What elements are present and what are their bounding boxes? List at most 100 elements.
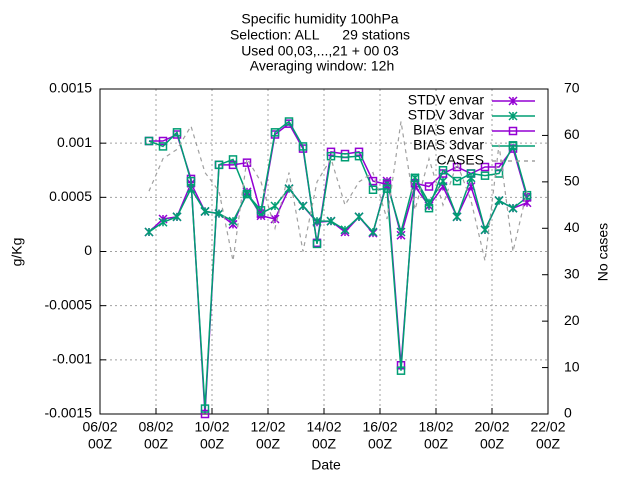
legend-label: STDV 3dvar <box>408 107 485 123</box>
marker <box>214 160 224 170</box>
x-tick-label: 00Z <box>480 436 505 452</box>
marker <box>242 158 252 167</box>
marker <box>326 216 336 226</box>
x-tick-label: 00Z <box>536 436 561 452</box>
series <box>144 117 532 413</box>
marker <box>424 203 434 213</box>
y-axis-label: g/Kg <box>9 238 25 267</box>
marker <box>354 212 364 222</box>
x-tick-label: 16/02 <box>362 419 397 435</box>
x-tick-label: 00Z <box>88 436 113 452</box>
marker <box>382 180 392 189</box>
marker <box>340 153 350 162</box>
marker <box>200 409 210 419</box>
marker <box>410 173 420 183</box>
marker <box>452 176 462 186</box>
marker <box>452 212 462 222</box>
marker <box>508 96 518 106</box>
marker <box>284 117 294 126</box>
x-tick-label: 06/02 <box>82 419 117 435</box>
y2-tick-label: 30 <box>564 265 580 281</box>
marker <box>200 206 210 216</box>
marker <box>270 128 280 137</box>
marker <box>480 225 490 235</box>
legend-label: STDV envar <box>408 92 485 108</box>
x-tick-label: 00Z <box>312 436 337 452</box>
x-tick-label: 00Z <box>144 436 169 452</box>
marker <box>354 151 364 161</box>
marker <box>480 171 490 180</box>
marker <box>508 141 518 151</box>
y2-tick-label: 20 <box>564 312 580 328</box>
marker <box>298 142 308 151</box>
marker <box>242 189 252 199</box>
marker <box>270 214 280 224</box>
y2-tick-label: 40 <box>564 219 580 235</box>
marker <box>326 147 336 157</box>
marker <box>508 111 518 121</box>
marker <box>298 201 308 211</box>
marker <box>494 169 504 178</box>
y2-tick-label: 60 <box>564 126 580 142</box>
marker <box>494 196 504 206</box>
marker <box>284 184 294 194</box>
chart-title: Selection: ALL 29 stations <box>230 27 410 43</box>
legend-label: CASES <box>437 152 484 168</box>
y2-tick-label: 0 <box>564 405 572 421</box>
x-tick-label: 10/02 <box>194 419 229 435</box>
marker <box>368 185 378 194</box>
x-tick-label: 00Z <box>256 436 281 452</box>
marker <box>382 184 392 193</box>
x-axis-label: Date <box>311 457 341 473</box>
series <box>148 121 528 261</box>
legend-label: BIAS 3dvar <box>413 137 484 153</box>
y-tick-label: -0.001 <box>52 351 92 367</box>
marker <box>508 203 518 213</box>
series-line <box>148 120 528 409</box>
y2-axis-label: No cases <box>595 223 611 281</box>
marker <box>452 162 462 172</box>
x-tick-label: 00Z <box>424 436 449 452</box>
y-tick-label: 0 <box>84 242 92 258</box>
series-line <box>148 121 528 261</box>
y2-tick-label: 10 <box>564 358 580 374</box>
x-tick-label: 14/02 <box>306 419 341 435</box>
series-line <box>148 175 528 235</box>
x-tick-label: 18/02 <box>418 419 453 435</box>
legend-label: BIAS envar <box>413 122 484 138</box>
y2-tick-label: 70 <box>564 80 580 96</box>
chart-title: Specific humidity 100hPa <box>241 11 398 27</box>
marker <box>480 162 490 172</box>
marker <box>200 404 210 413</box>
x-tick-label: 12/02 <box>250 419 285 435</box>
marker <box>466 169 476 178</box>
marker <box>144 227 154 237</box>
y-tick-label: 0.0005 <box>49 188 92 204</box>
y2-tick-label: 50 <box>564 173 580 189</box>
marker <box>256 206 266 215</box>
marker <box>158 217 168 227</box>
x-tick-label: 22/02 <box>530 419 565 435</box>
x-tick-label: 00Z <box>368 436 393 452</box>
y-tick-label: 0.0015 <box>49 80 92 96</box>
plot-frame <box>99 88 549 415</box>
y-tick-label: -0.0015 <box>45 405 93 421</box>
marker <box>312 239 322 249</box>
y-tick-label: -0.0005 <box>45 296 93 312</box>
x-tick-label: 20/02 <box>474 419 509 435</box>
marker <box>144 136 154 146</box>
x-tick-label: 00Z <box>200 436 225 452</box>
marker <box>186 176 196 186</box>
marker <box>158 142 168 151</box>
chart-title: Averaging window: 12h <box>250 58 395 74</box>
marker <box>340 225 350 235</box>
marker <box>508 126 518 136</box>
y-tick-label: 0.001 <box>57 134 92 150</box>
marker <box>270 201 280 211</box>
marker <box>396 227 406 237</box>
marker <box>228 155 238 164</box>
marker <box>396 366 406 375</box>
marker <box>424 182 434 191</box>
